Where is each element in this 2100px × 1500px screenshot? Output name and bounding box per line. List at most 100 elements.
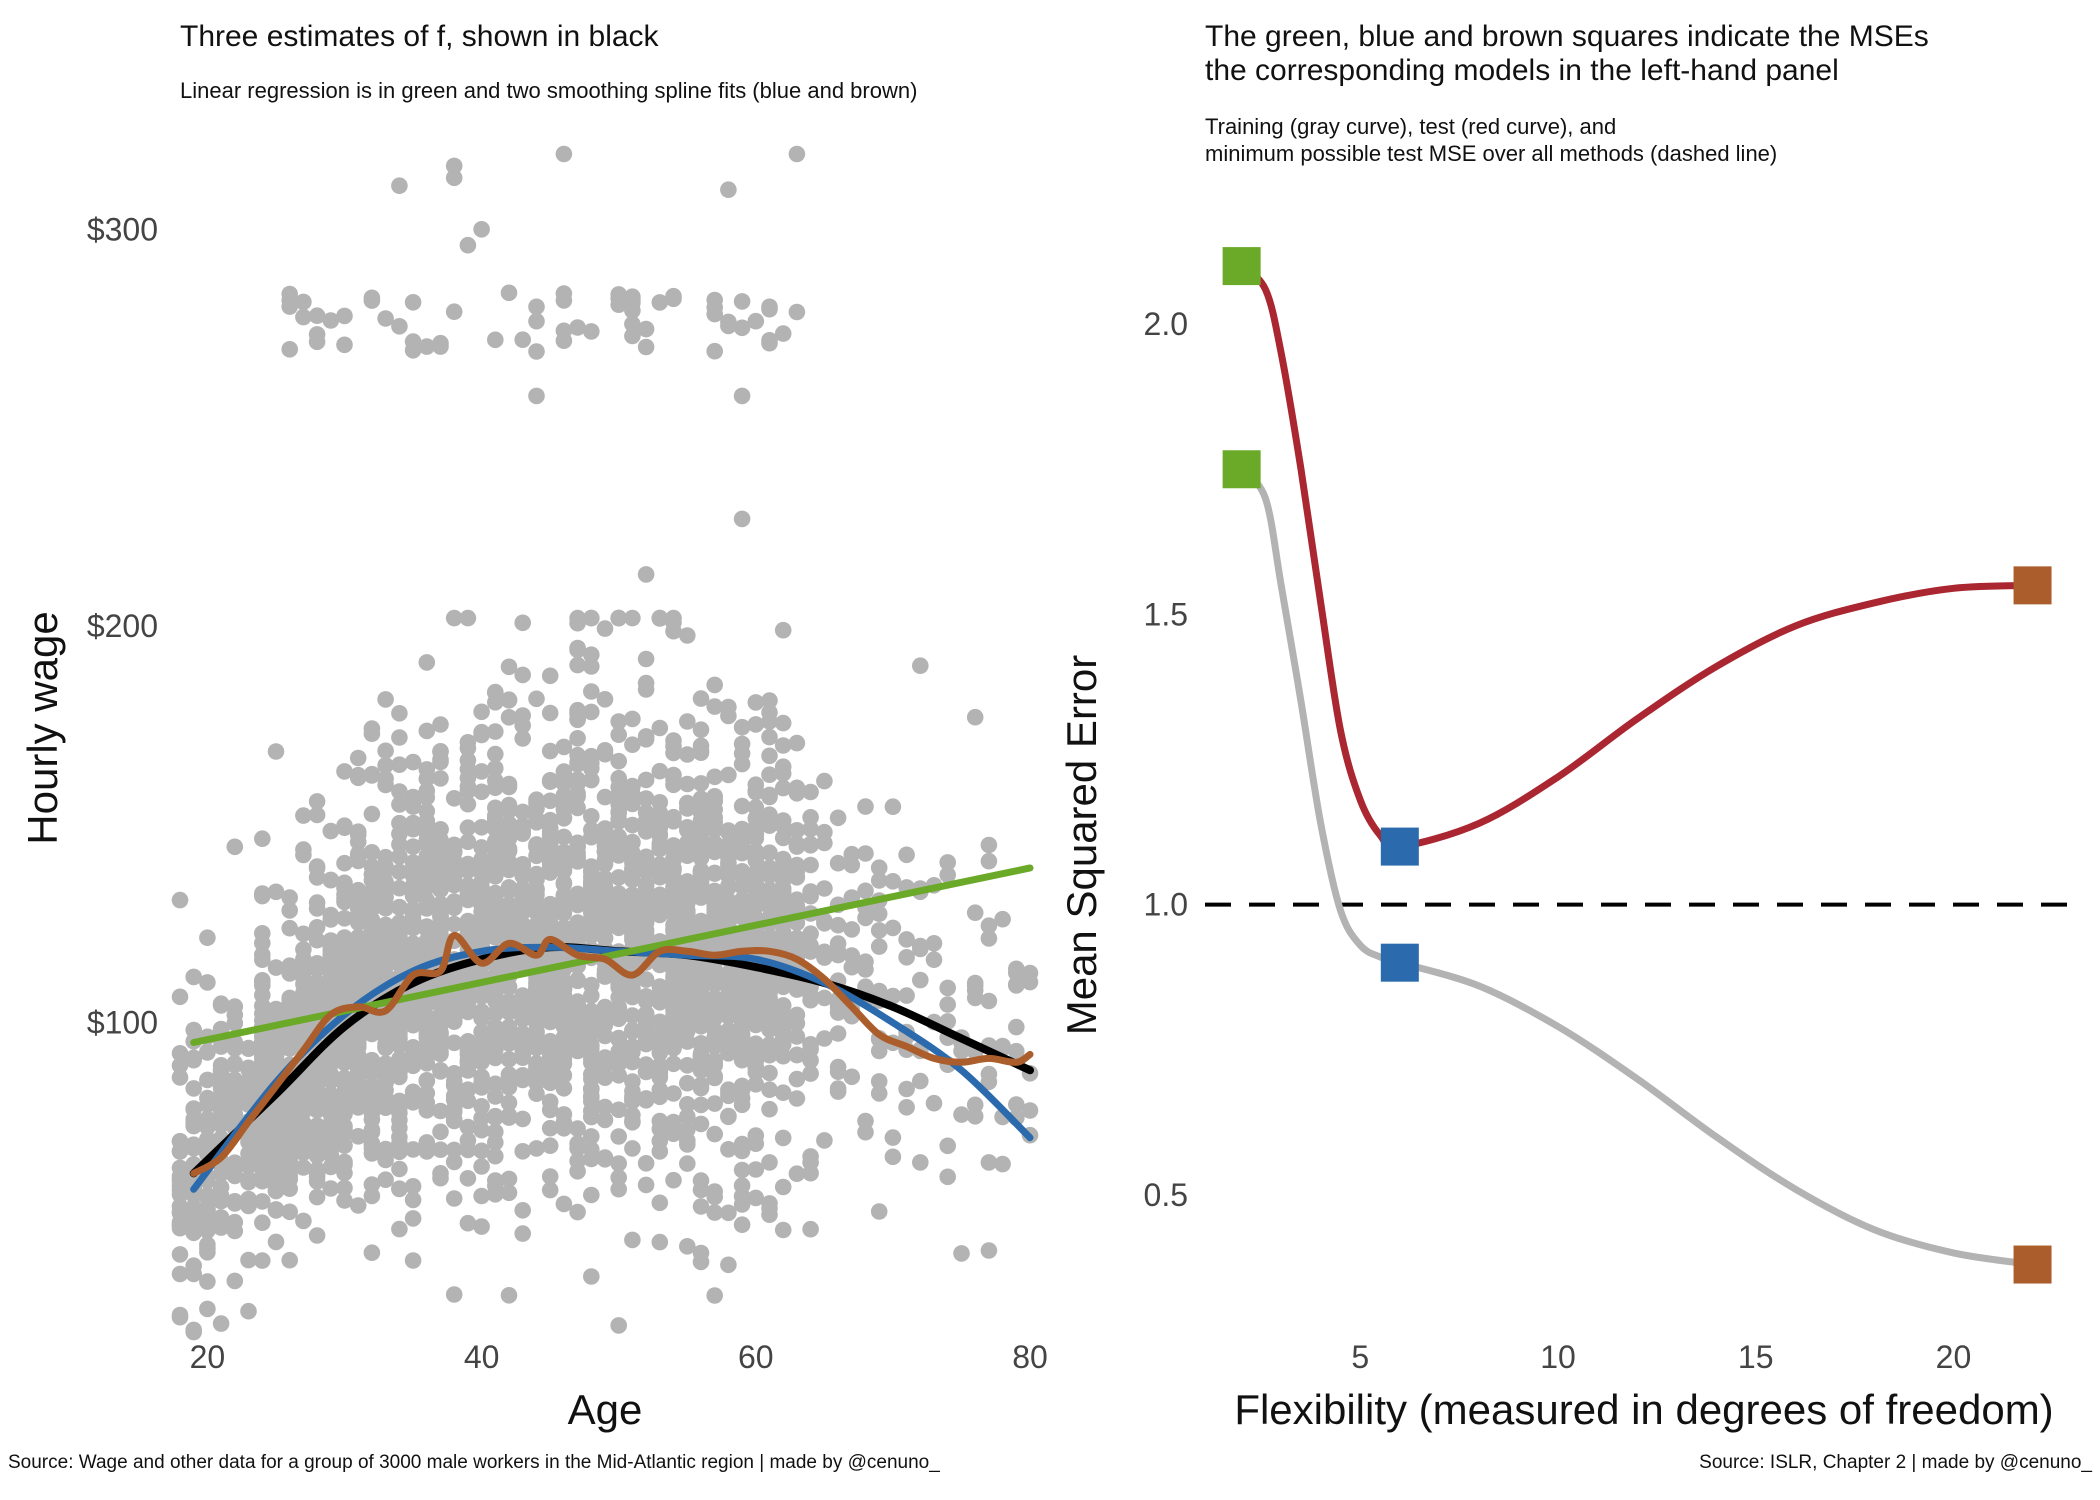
scatter-point: [583, 828, 600, 846]
scatter-point: [322, 1158, 340, 1176]
scatter-point: [870, 938, 888, 955]
scatter-point: [541, 811, 559, 829]
scatter-point: [720, 317, 737, 335]
scatter-point: [733, 387, 751, 405]
scatter-point: [624, 777, 641, 795]
scatter-point: [884, 1129, 902, 1146]
scatter-point: [692, 1115, 710, 1133]
scatter-point: [418, 825, 436, 842]
scatter-point: [583, 976, 600, 994]
scatter-point: [377, 858, 394, 875]
scatter-point: [514, 825, 531, 842]
scatter-point: [912, 971, 929, 989]
scatter-point: [404, 854, 422, 871]
scatter-point: [459, 1118, 477, 1136]
scatter-point: [596, 1098, 614, 1116]
scatter-point: [733, 1025, 751, 1043]
scatter-point: [336, 1156, 353, 1173]
scatter-point: [185, 1265, 202, 1283]
scatter-point: [459, 1170, 477, 1187]
scatter-point: [541, 987, 559, 1005]
scatter-point: [336, 1179, 353, 1197]
scatter-point: [487, 772, 504, 789]
scatter-point: [624, 736, 641, 753]
scatter-point: [308, 919, 326, 936]
scatter-point: [541, 742, 559, 760]
scatter-point: [473, 1142, 490, 1160]
scatter-point: [404, 1010, 422, 1028]
scatter-point: [212, 1178, 230, 1196]
scatter-point: [473, 1121, 490, 1139]
scatter-point: [500, 796, 518, 814]
scatter-point: [349, 1046, 367, 1064]
scatter-point: [637, 1013, 655, 1031]
scatter-point: [870, 1203, 888, 1220]
scatter-point: [706, 793, 723, 810]
scatter-point: [336, 336, 353, 354]
scatter-point: [610, 1031, 627, 1048]
scatter-point: [514, 916, 531, 933]
scatter-point: [679, 1238, 696, 1255]
scatter-point: [679, 1108, 696, 1125]
scatter-point: [624, 1007, 641, 1024]
scatter-point: [583, 658, 600, 675]
scatter-point: [802, 943, 819, 960]
scatter-point: [857, 845, 874, 862]
mse-square-green: [1222, 450, 1261, 489]
scatter-point: [624, 609, 641, 627]
scatter-point: [212, 1086, 230, 1103]
scatter-point: [500, 1035, 518, 1052]
scatter-point: [980, 1242, 998, 1259]
scatter-point: [706, 843, 723, 861]
scatter-point: [939, 979, 956, 997]
scatter-point: [199, 974, 216, 991]
scatter-point: [720, 1256, 737, 1274]
scatter-point: [569, 1120, 586, 1137]
scatter-point: [843, 921, 861, 938]
mse-curve-test: [1238, 262, 2036, 851]
scatter-point: [733, 755, 751, 773]
scatter-point: [377, 1055, 394, 1072]
scatter-point: [733, 867, 751, 885]
scatter-point: [322, 1146, 340, 1163]
scatter-point: [569, 1152, 586, 1170]
scatter-point: [445, 169, 463, 187]
scatter-point: [596, 967, 614, 984]
scatter-point: [706, 990, 723, 1008]
scatter-point: [870, 1073, 888, 1090]
scatter-point: [679, 908, 696, 926]
scatter-point: [212, 1111, 230, 1128]
scatter-point: [404, 1191, 422, 1209]
scatter-point: [336, 763, 353, 780]
scatter-point: [692, 1096, 710, 1114]
scatter-point: [747, 694, 765, 711]
scatter-point: [473, 763, 490, 780]
scatter-point: [610, 713, 627, 730]
scatter-point: [637, 1035, 655, 1053]
scatter-point: [500, 1018, 518, 1036]
y-tick-label: $300: [87, 211, 158, 247]
scatter-point: [459, 236, 477, 254]
scatter-point: [473, 783, 490, 801]
scatter-point: [596, 620, 614, 637]
scatter-point: [624, 904, 641, 922]
scatter-point: [240, 1133, 257, 1151]
scatter-point: [555, 919, 573, 936]
scatter-point: [569, 1007, 586, 1024]
scatter-point: [418, 892, 436, 909]
scatter-point: [966, 904, 984, 921]
scatter-point: [555, 828, 573, 846]
scatter-point: [774, 829, 792, 847]
scatter-point: [377, 955, 394, 973]
scatter-point: [308, 806, 326, 824]
scatter-point: [733, 319, 751, 337]
scatter-point: [418, 770, 436, 788]
scatter-point: [281, 1149, 299, 1167]
scatter-point: [487, 1075, 504, 1093]
scatter-point: [583, 1128, 600, 1145]
scatter-point: [596, 1069, 614, 1086]
scatter-point: [747, 312, 765, 330]
scatter-point: [884, 987, 902, 1005]
scatter-point: [788, 1006, 806, 1024]
scatter-point: [528, 814, 545, 831]
